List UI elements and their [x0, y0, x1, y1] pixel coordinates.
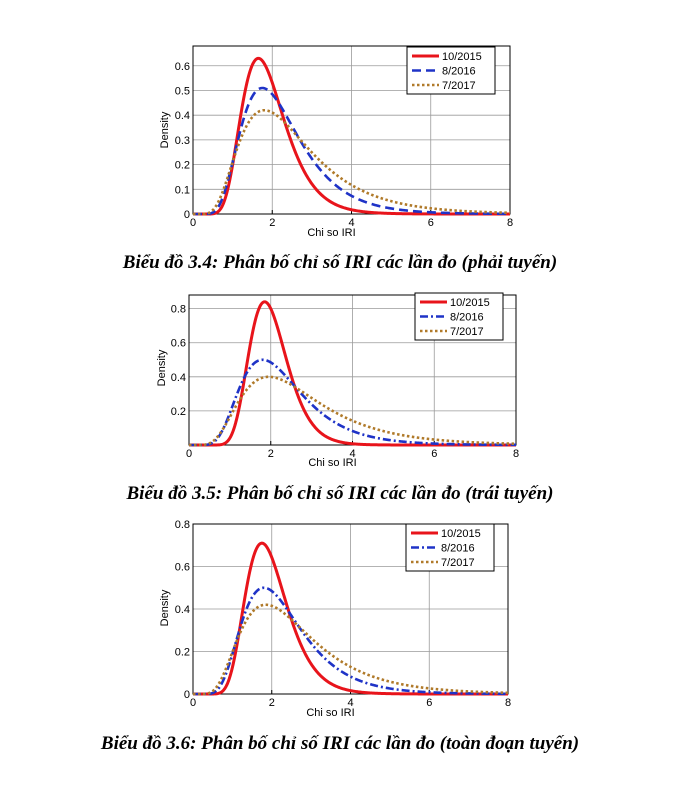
chart-3-6-caption: Biểu đồ 3.6: Phân bố chỉ số IRI các lần … [100, 733, 580, 754]
legend-entry: 8/2016 [450, 312, 484, 324]
series-line-8-2016 [192, 586, 509, 696]
legend-entry: 10/2015 [441, 528, 481, 540]
y-tick-label: 0.6 [171, 338, 186, 350]
series-line-10-2015 [188, 300, 517, 447]
x-axis-label: Chi so IRI [308, 457, 356, 469]
x-axis-label: Chi so IRI [307, 227, 355, 239]
chart-3-4-caption: Biểu đồ 3.4: Phân bố chỉ số IRI các lần … [122, 252, 558, 273]
y-axis-label: Density [156, 349, 168, 386]
series-line-7-2017 [188, 375, 517, 447]
y-tick-label: 0.5 [175, 85, 190, 97]
x-tick-label: 2 [268, 448, 274, 460]
y-axis-label: Density [159, 111, 171, 148]
x-tick-label: 4 [348, 217, 354, 229]
y-tick-label: 0 [184, 689, 190, 701]
y-tick-label: 0.6 [175, 61, 190, 73]
y-tick-label: 0.8 [171, 304, 186, 316]
x-tick-label: 8 [513, 448, 519, 460]
y-tick-label: 0.2 [175, 647, 190, 659]
series-line-8-2016 [192, 86, 511, 216]
legend-entry: 10/2015 [442, 51, 482, 63]
y-tick-label: 0.3 [175, 135, 190, 147]
x-tick-label: 0 [186, 448, 192, 460]
x-tick-label: 4 [347, 697, 353, 709]
x-tick-label: 8 [507, 217, 513, 229]
plot-border [192, 523, 509, 695]
chart-3-5-plot: 0 2 4 6 8 0.2 0.4 0.6 0.8 Chi so IRI Density 10/201… [156, 292, 519, 469]
x-tick-label: 0 [190, 697, 196, 709]
x-tick-label: 6 [428, 217, 434, 229]
legend-entry: 7/2017 [442, 80, 476, 92]
y-tick-label: 0.6 [175, 562, 190, 574]
y-tick-label: 0 [184, 209, 190, 221]
chart-3-5-caption: Biểu đồ 3.5: Phân bố chỉ số IRI các lần … [126, 483, 554, 504]
y-tick-label: 0.4 [175, 110, 190, 122]
legend-entry: 7/2017 [441, 557, 475, 569]
y-tick-label: 0.2 [175, 160, 190, 172]
chart-3-4-plot: 0 2 4 6 8 0 0.1 0.2 0.3 0.4 0.5 0.6 Chi so IRI Densit… [159, 45, 513, 239]
series-line-7-2017 [192, 108, 511, 216]
chart-3-4: 0 2 4 6 8 0 0.1 0.2 0.3 0.4 0.5 0.6 Chi so IRI Densit… [0, 0, 680, 290]
chart-3-6-plot: 0 2 4 6 8 0 0.2 0.4 0.6 0.8 Chi so IRI Density 10/20… [159, 519, 511, 719]
series-line-7-2017 [192, 603, 509, 696]
x-tick-label: 4 [349, 448, 355, 460]
x-tick-label: 6 [431, 448, 437, 460]
chart-3-5: 0 2 4 6 8 0.2 0.4 0.6 0.8 Chi so IRI Density 10/201… [126, 292, 554, 504]
legend-entry: 8/2016 [442, 66, 476, 78]
y-tick-label: 0.1 [175, 184, 190, 196]
legend-entry: 8/2016 [441, 543, 475, 555]
y-tick-label: 0.4 [175, 604, 190, 616]
series-line-8-2016 [188, 358, 517, 447]
y-tick-label: 0.4 [171, 372, 186, 384]
x-tick-label: 8 [505, 697, 511, 709]
legend-entry: 10/2015 [450, 297, 490, 309]
x-tick-label: 2 [269, 217, 275, 229]
y-tick-label: 0.2 [171, 406, 186, 418]
x-tick-label: 2 [269, 697, 275, 709]
x-tick-label: 0 [190, 217, 196, 229]
x-axis-label: Chi so IRI [306, 707, 354, 719]
plot-border [192, 45, 511, 215]
x-tick-label: 6 [426, 697, 432, 709]
y-tick-label: 0.8 [175, 519, 190, 531]
legend-entry: 7/2017 [450, 326, 484, 338]
y-axis-label: Density [159, 589, 171, 626]
